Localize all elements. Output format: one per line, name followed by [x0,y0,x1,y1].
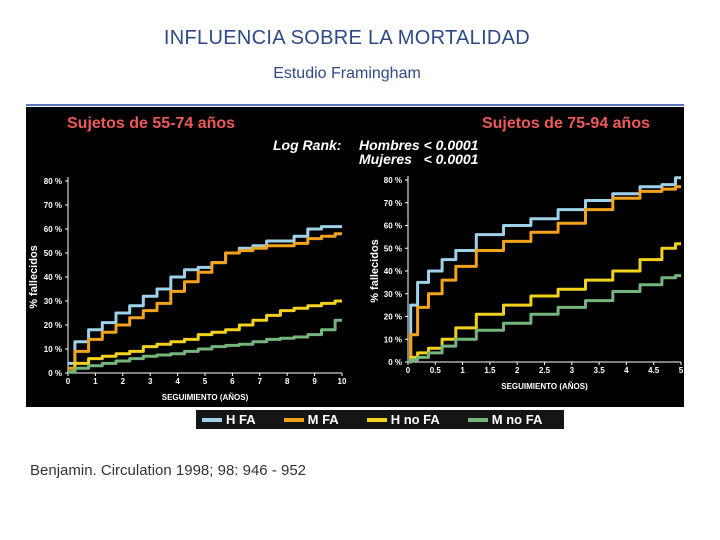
left-xtick-label: 0 [66,377,71,386]
left-ytick-label: 80 % [44,177,62,186]
left-xtick-label: 5 [203,377,208,386]
right-ytick-label: 0 % [388,358,402,367]
right-ytick-label: 20 % [384,313,402,322]
right-xtick-label: 4.5 [648,366,660,375]
left-xtick-label: 4 [175,377,180,386]
right-xtick-label: 3.5 [594,366,606,375]
right-xtick-label: 2.5 [539,366,551,375]
left-ytick-label: 60 % [44,225,62,234]
left-series-h-fa [68,225,342,365]
right-ytick-label: 40 % [384,267,402,276]
legend-swatch-h-fa [202,417,222,422]
logrank-label: Log Rank: [273,137,341,153]
left-ytick-label: 30 % [44,297,62,306]
legend-label-m-no-fa: M no FA [491,412,543,427]
left-xtick-label: 2 [121,377,126,386]
page-subtitle: Estudio Framingham [273,65,421,82]
left-x-axis-label: SEGUIMIENTO (AÑOS) [162,393,249,402]
right-xtick-label: 3 [570,366,575,375]
legend-item-m-fa: M FA [278,410,339,429]
right-xtick-label: 1 [460,366,465,375]
legend-label-h-no-fa: H no FA [390,412,440,427]
left-ytick-label: 50 % [44,249,62,258]
page-title: INFLUENCIA SOBRE LA MORTALIDAD [163,27,531,49]
right-ytick-label: 80 % [384,176,402,185]
left-xtick-label: 1 [93,377,98,386]
header-rule [26,104,684,106]
left-chart-title: Sujetos de 55-74 años [67,115,235,132]
right-ytick-label: 60 % [384,222,402,231]
right-ytick-label: 30 % [384,290,402,299]
right-xtick-label: 0 [406,366,411,375]
left-series-h-no-fa [68,299,342,374]
left-xtick-label: 10 [338,377,347,386]
right-ytick-label: 50 % [384,244,402,253]
left-xtick-label: 8 [285,377,290,386]
right-series-m-fa [408,185,681,364]
legend-swatch-m-no-fa [467,417,488,422]
right-xtick-label: 2 [515,366,520,375]
left-ytick-label: 20 % [44,321,62,330]
left-y-axis-label: % fallecidos [28,245,40,309]
legend-swatch-m-fa [283,417,304,422]
legend-swatch-h-no-fa [366,417,387,422]
left-series-m-fa [68,232,342,370]
chart-panel: Log Rank: Hombres < 0.0001 Mujeres < 0.0… [26,107,684,407]
right-xtick-label: 1.5 [484,366,496,375]
right-chart-title: Sujetos de 75-94 años [482,115,650,132]
right-x-axis-label: SEGUIMIENTO (AÑOS) [501,382,588,391]
legend: H FA M FA H no FA M no FA [196,410,564,429]
left-xtick-label: 3 [148,377,153,386]
legend-label-h-fa: H FA [226,412,256,427]
left-xtick-label: 6 [230,377,235,386]
right-series-h-fa [408,176,681,364]
right-series-h-no-fa [408,242,681,364]
left-series-m-no-fa [68,318,342,374]
left-ytick-label: 40 % [44,273,62,282]
right-xtick-label: 5 [679,366,684,375]
citation: Benjamin. Circulation 1998; 98: 946 - 95… [30,462,307,479]
logrank-mujeres: Mujeres < 0.0001 [359,151,479,167]
left-xtick-label: 7 [258,377,263,386]
right-xtick-label: 4 [624,366,629,375]
right-ytick-label: 70 % [384,199,402,208]
logrank-hombres: Hombres < 0.0001 [359,137,479,153]
left-ytick-label: 70 % [44,201,62,210]
left-ytick-label: 0 % [48,369,62,378]
chart-svg: Log Rank: Hombres < 0.0001 Mujeres < 0.0… [28,115,684,402]
left-xtick-label: 9 [312,377,317,386]
left-ytick-label: 10 % [44,345,62,354]
legend-label-m-fa: M FA [307,412,339,427]
legend-item-h-no-fa: H no FA [361,410,440,429]
right-series-m-no-fa [408,274,681,364]
right-y-axis-label: % fallecidos [369,239,381,303]
legend-item-m-no-fa: M no FA [462,410,543,429]
right-xtick-label: 0.5 [430,366,442,375]
right-ytick-label: 10 % [384,335,402,344]
legend-item-h-fa: H FA [196,410,256,429]
